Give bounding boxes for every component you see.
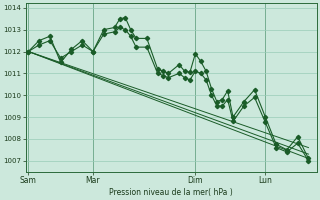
X-axis label: Pression niveau de la mer( hPa ): Pression niveau de la mer( hPa ): [109, 188, 233, 197]
